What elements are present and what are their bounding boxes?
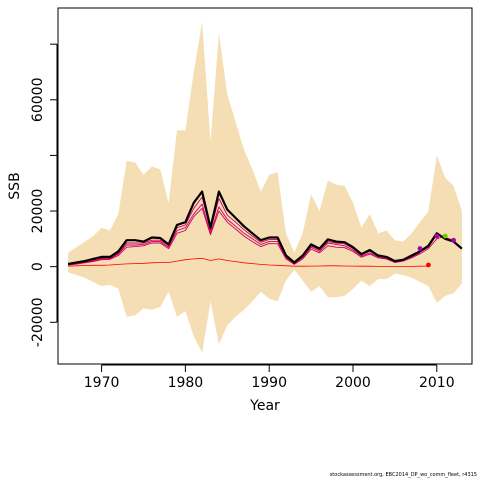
series-line-main bbox=[67, 190, 463, 265]
series-lines-layer bbox=[67, 190, 463, 267]
x-tick-label-1970: 1970 bbox=[84, 375, 120, 391]
data-point-2010 bbox=[434, 233, 440, 239]
y-tick-label-20000: 20000 bbox=[30, 189, 46, 234]
series-line-retro-1 bbox=[68, 203, 421, 266]
confidence-band bbox=[68, 21, 462, 353]
plot-frame bbox=[57, 7, 473, 365]
x-axis-label: Year bbox=[249, 398, 280, 414]
data-point-2009 bbox=[426, 262, 431, 268]
x-tick-label-1990: 1990 bbox=[251, 375, 287, 391]
y-axis-label: SSB bbox=[7, 172, 23, 199]
x-tick-label-1980: 1980 bbox=[168, 375, 204, 391]
series-line-retro-2 bbox=[68, 207, 446, 266]
x-tick-label-2010: 2010 bbox=[419, 375, 455, 391]
x-tick-label-2000: 2000 bbox=[335, 375, 371, 391]
confidence-band-layer bbox=[68, 21, 462, 353]
y-tick-label-0: 0 bbox=[30, 262, 46, 271]
axes-layer: 1970 1980 1990 2000 2010 -20000 0 20000 60000 bbox=[30, 43, 455, 391]
credit-text: stockassessment.org, EBC2014_DP_wo_comm_… bbox=[329, 472, 477, 478]
data-point-2012 bbox=[451, 237, 456, 243]
points-layer bbox=[417, 233, 456, 268]
y-tick-label--20000: -20000 bbox=[30, 297, 46, 347]
y-tick-label-60000: 60000 bbox=[30, 78, 46, 123]
data-point-2008 bbox=[417, 246, 423, 251]
series-line-bottom bbox=[68, 257, 429, 267]
data-point-2011 bbox=[442, 233, 448, 239]
